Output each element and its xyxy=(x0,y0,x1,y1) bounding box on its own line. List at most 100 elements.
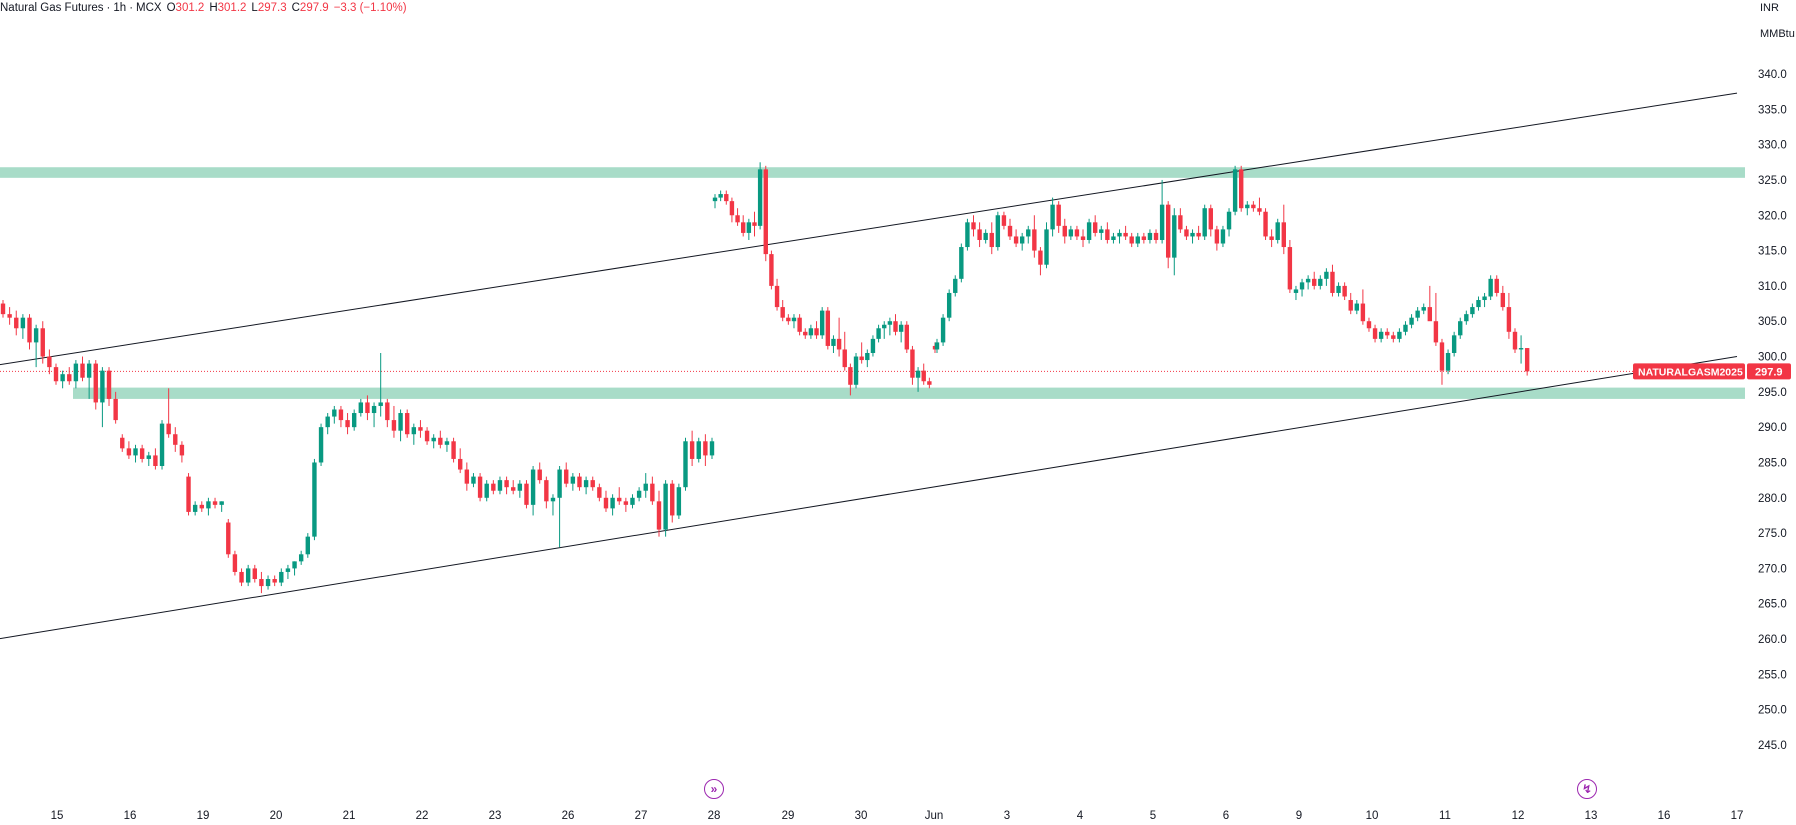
legend-separator: · xyxy=(106,2,111,14)
candle xyxy=(1208,204,1213,237)
candle xyxy=(431,434,436,449)
candle-body xyxy=(245,568,251,583)
candle xyxy=(146,451,151,467)
trendline[interactable] xyxy=(0,92,1738,367)
candle-body xyxy=(977,229,982,240)
candle-body xyxy=(226,522,231,555)
candle xyxy=(1470,303,1475,318)
candle xyxy=(40,321,45,364)
candle xyxy=(86,360,92,399)
candle-body xyxy=(1269,236,1274,240)
candle xyxy=(663,480,668,537)
arrow-event-icon[interactable]: » xyxy=(704,779,724,799)
candle xyxy=(332,405,337,424)
candle xyxy=(166,388,171,438)
candle xyxy=(910,345,915,385)
symbol-name[interactable]: Natural Gas Futures xyxy=(0,2,104,14)
candle xyxy=(173,427,178,452)
candle-body xyxy=(603,497,609,509)
candle-body xyxy=(517,483,523,491)
candle-body xyxy=(590,480,595,488)
candle-body xyxy=(1099,229,1104,233)
candle xyxy=(199,501,204,512)
price-axis[interactable]: 340.0 335.0 330.0 325.0 320.0 315.0 310.0 305.0… xyxy=(1758,69,1787,752)
candle-body xyxy=(491,483,496,491)
candle-body xyxy=(279,571,284,583)
candle-body xyxy=(1366,321,1372,329)
unit-label[interactable]: MMBtu xyxy=(1760,28,1795,40)
candle xyxy=(842,331,847,371)
candle xyxy=(484,480,489,502)
candle-body xyxy=(965,222,970,248)
candle-body xyxy=(292,561,297,569)
candle xyxy=(186,473,191,516)
candle xyxy=(106,367,112,406)
candle xyxy=(1178,208,1183,233)
candle-body xyxy=(1488,278,1493,297)
candle xyxy=(100,367,105,428)
candle xyxy=(1147,229,1153,244)
candle xyxy=(934,338,940,353)
candle-body xyxy=(836,338,842,350)
candle xyxy=(876,324,881,343)
candle-body xyxy=(199,504,204,509)
close-value: 297.9 xyxy=(299,2,329,14)
candle xyxy=(741,215,746,237)
support-resistance-zones xyxy=(0,167,1745,399)
candle-body xyxy=(100,370,105,403)
candle-body xyxy=(870,338,876,353)
price-tick-label: 330.0 xyxy=(1758,140,1787,152)
candle xyxy=(763,165,768,262)
candle xyxy=(206,497,211,516)
time-tick-label: 11 xyxy=(1439,810,1451,822)
candle xyxy=(159,420,165,470)
candle xyxy=(729,197,735,223)
price-tick-label: 335.0 xyxy=(1758,104,1787,116)
time-tick-label: 16 xyxy=(124,810,137,822)
candle-body xyxy=(1092,222,1098,233)
candle-body xyxy=(1305,278,1311,283)
candle-body xyxy=(741,222,746,233)
candle xyxy=(1068,225,1074,240)
trendline[interactable] xyxy=(0,356,1738,642)
interval-label[interactable]: 1h xyxy=(113,2,127,14)
candle-body xyxy=(93,363,98,403)
lightning-event-icon[interactable]: ↯ xyxy=(1577,779,1597,799)
candle-body xyxy=(1165,204,1171,258)
candle xyxy=(537,462,542,484)
candle-body xyxy=(371,405,377,414)
candle-body xyxy=(1378,331,1384,339)
candle-body xyxy=(1293,289,1299,293)
candle xyxy=(887,317,893,336)
time-axis[interactable]: 15 16 19 20 21 22 23 26 27 28 29 30 Jun 3 4 5 6 9 10 11 12 13… xyxy=(51,810,1744,822)
candle-body xyxy=(819,310,825,336)
time-tick-label: 23 xyxy=(489,810,502,822)
candle-body xyxy=(1159,204,1165,240)
candle-body xyxy=(186,476,191,512)
price-zone[interactable] xyxy=(73,387,1745,399)
currency-label[interactable]: INR xyxy=(1760,2,1779,14)
candle-body xyxy=(212,501,218,505)
candle xyxy=(746,218,752,240)
candle-body xyxy=(550,497,556,502)
candle-body xyxy=(1427,307,1433,322)
candle xyxy=(411,423,417,445)
candle-body xyxy=(1208,208,1213,230)
change-value: −3.3 (−1.10%) xyxy=(333,2,407,14)
candle xyxy=(1257,197,1262,216)
price-zone[interactable] xyxy=(0,167,1745,178)
candle-body xyxy=(318,427,324,463)
candle xyxy=(1184,225,1189,240)
time-tick-label: 5 xyxy=(1150,810,1156,822)
candle xyxy=(1281,204,1286,255)
candle xyxy=(477,473,483,502)
candle xyxy=(983,229,988,244)
trend-channel[interactable] xyxy=(0,92,1738,642)
candle xyxy=(1342,282,1347,301)
candle xyxy=(940,314,946,346)
candle-body xyxy=(617,497,622,502)
candle-body xyxy=(1032,229,1037,251)
candle xyxy=(836,317,842,357)
